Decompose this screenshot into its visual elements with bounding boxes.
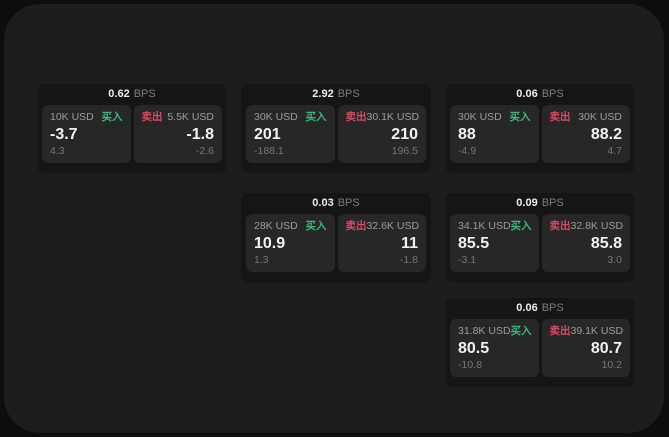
quote-card[interactable]: 0.06 BPS 31.8K USD 买入 80.5 -10.8 卖出 39.1… [445, 298, 635, 387]
buy-panel[interactable]: 30K USD 买入 201 -188.1 [246, 105, 335, 163]
buy-amount: 28K USD [254, 220, 298, 232]
quote-card[interactable]: 0.62 BPS 10K USD 买入 -3.7 4.3 卖出 5.5K USD… [37, 84, 227, 173]
buy-quote-value: 201 [254, 126, 281, 143]
bps-value: 0.06 [516, 302, 538, 314]
sell-quote-value: 80.7 [590, 340, 622, 357]
buy-panel[interactable]: 34.1K USD 买入 85.5 -3.1 [450, 214, 539, 272]
buy-sub-value: -10.8 [458, 359, 482, 371]
buy-quote-value: 88 [458, 126, 476, 143]
buy-side-tag: 买入 [305, 111, 327, 123]
buy-quote-value: 80.5 [458, 340, 490, 357]
sell-side-tag: 卖出 [345, 220, 367, 232]
bps-value: 0.03 [312, 197, 334, 209]
buy-panel[interactable]: 30K USD 买入 88 -4.9 [450, 105, 539, 163]
sell-amount: 32.6K USD [366, 220, 420, 232]
quote-panels: 28K USD 买入 10.9 1.3 卖出 32.6K USD 11 -1.8 [241, 214, 431, 277]
bps-unit-label: BPS [541, 88, 564, 100]
buy-side-tag: 买入 [510, 325, 532, 337]
sell-quote-value: 85.8 [590, 235, 622, 252]
sell-sub-value: -1.8 [399, 254, 418, 266]
bps-unit-label: BPS [337, 197, 360, 209]
bps-header: 0.09 BPS [445, 193, 635, 214]
quote-panels: 34.1K USD 买入 85.5 -3.1 卖出 32.8K USD 85.8… [445, 214, 635, 277]
buy-panel[interactable]: 10K USD 买入 -3.7 4.3 [42, 105, 131, 163]
sell-panel[interactable]: 卖出 30K USD 88.2 4.7 [541, 105, 630, 163]
sell-panel[interactable]: 卖出 5.5K USD -1.8 -2.6 [133, 105, 222, 163]
buy-side-tag: 买入 [305, 220, 327, 232]
bps-unit-label: BPS [133, 88, 156, 100]
sell-sub-value: -2.6 [195, 145, 214, 157]
buy-side-tag: 买入 [510, 220, 532, 232]
sell-amount: 39.1K USD [570, 325, 624, 337]
buy-sub-value: -188.1 [254, 145, 284, 157]
sell-sub-value: 4.7 [607, 145, 622, 157]
buy-sub-value: -3.1 [458, 254, 477, 266]
buy-sub-value: 1.3 [254, 254, 269, 266]
sell-amount: 30.1K USD [366, 111, 420, 123]
quote-panels: 30K USD 买入 88 -4.9 卖出 30K USD 88.2 4.7 [445, 105, 635, 168]
buy-amount: 10K USD [50, 111, 94, 123]
sell-side-tag: 卖出 [141, 111, 163, 123]
quote-panels: 31.8K USD 买入 80.5 -10.8 卖出 39.1K USD 80.… [445, 319, 635, 382]
sell-panel[interactable]: 卖出 30.1K USD 210 196.5 [337, 105, 426, 163]
sell-amount: 32.8K USD [570, 220, 624, 232]
buy-side-tag: 买入 [509, 111, 531, 123]
sell-panel[interactable]: 卖出 39.1K USD 80.7 10.2 [541, 319, 630, 377]
sell-quote-value: 210 [391, 126, 418, 143]
sell-sub-value: 196.5 [391, 145, 418, 157]
buy-amount: 34.1K USD [458, 220, 511, 232]
sell-amount: 30K USD [578, 111, 622, 123]
sell-side-tag: 卖出 [345, 111, 367, 123]
bps-unit-label: BPS [541, 197, 564, 209]
quote-panels: 10K USD 买入 -3.7 4.3 卖出 5.5K USD -1.8 -2.… [37, 105, 227, 168]
sell-amount: 5.5K USD [167, 111, 214, 123]
bps-header: 0.06 BPS [445, 298, 635, 319]
sell-side-tag: 卖出 [549, 325, 571, 337]
bps-value: 2.92 [312, 88, 334, 100]
bps-value: 0.62 [108, 88, 130, 100]
bps-header: 2.92 BPS [241, 84, 431, 105]
sell-sub-value: 10.2 [601, 359, 622, 371]
bps-unit-label: BPS [541, 302, 564, 314]
buy-panel[interactable]: 28K USD 买入 10.9 1.3 [246, 214, 335, 272]
bps-value: 0.09 [516, 197, 538, 209]
buy-sub-value: -4.9 [458, 145, 477, 157]
sell-panel[interactable]: 卖出 32.8K USD 85.8 3.0 [541, 214, 630, 272]
sell-quote-value: -1.8 [186, 126, 214, 143]
buy-amount: 30K USD [458, 111, 502, 123]
buy-quote-value: 10.9 [254, 235, 286, 252]
sell-side-tag: 卖出 [549, 111, 571, 123]
bps-header: 0.62 BPS [37, 84, 227, 105]
sell-side-tag: 卖出 [549, 220, 571, 232]
quote-card[interactable]: 0.06 BPS 30K USD 买入 88 -4.9 卖出 30K USD 8… [445, 84, 635, 173]
buy-sub-value: 4.3 [50, 145, 65, 157]
buy-amount: 30K USD [254, 111, 298, 123]
quote-card[interactable]: 2.92 BPS 30K USD 买入 201 -188.1 卖出 30.1K … [241, 84, 431, 173]
bps-header: 0.06 BPS [445, 84, 635, 105]
quote-card[interactable]: 0.03 BPS 28K USD 买入 10.9 1.3 卖出 32.6K US… [241, 193, 431, 282]
bps-unit-label: BPS [337, 88, 360, 100]
bps-value: 0.06 [516, 88, 538, 100]
buy-side-tag: 买入 [101, 111, 123, 123]
quote-card[interactable]: 0.09 BPS 34.1K USD 买入 85.5 -3.1 卖出 32.8K… [445, 193, 635, 282]
sell-sub-value: 3.0 [607, 254, 622, 266]
sell-quote-value: 11 [401, 235, 418, 252]
quote-panels: 30K USD 买入 201 -188.1 卖出 30.1K USD 210 1… [241, 105, 431, 168]
sell-quote-value: 88.2 [590, 126, 622, 143]
buy-amount: 31.8K USD [458, 325, 511, 337]
buy-quote-value: -3.7 [50, 126, 78, 143]
bps-header: 0.03 BPS [241, 193, 431, 214]
buy-panel[interactable]: 31.8K USD 买入 80.5 -10.8 [450, 319, 539, 377]
buy-quote-value: 85.5 [458, 235, 490, 252]
sell-panel[interactable]: 卖出 32.6K USD 11 -1.8 [337, 214, 426, 272]
